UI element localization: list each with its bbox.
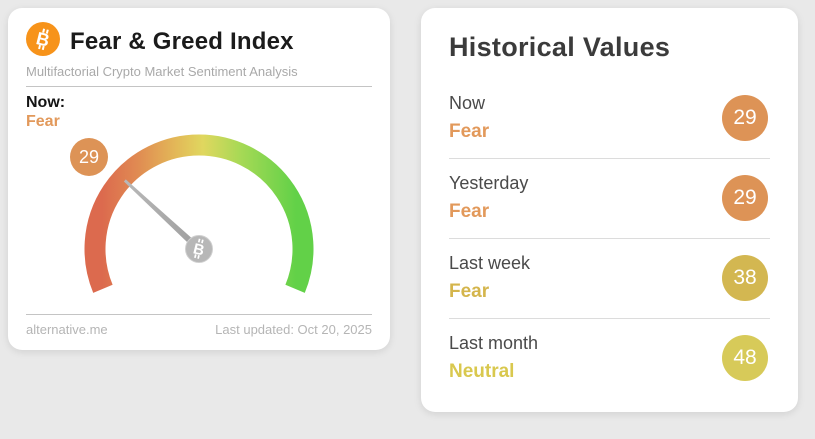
historical-values-card: Historical Values Now Fear 29 Yesterday … <box>421 8 798 412</box>
history-value-badge: 38 <box>722 255 768 301</box>
gauge-card-subtitle: Multifactorial Crypto Market Sentiment A… <box>26 64 298 79</box>
history-row-label: Last week <box>449 253 531 273</box>
history-row-label: Now <box>449 93 486 113</box>
row-divider <box>449 238 770 239</box>
history-row-label: Yesterday <box>449 173 529 193</box>
history-row-last-week: Last week Fear 38 <box>449 239 770 318</box>
history-row-last-month: Last month Neutral 48 <box>449 319 770 398</box>
gauge: B 29 <box>26 133 372 307</box>
header-divider <box>26 86 372 87</box>
gauge-arc <box>84 134 314 293</box>
gauge-hub-bitcoin-icon: B <box>185 235 213 263</box>
historical-values-title: Historical Values <box>449 32 671 62</box>
last-updated-text: Last updated: Oct 20, 2025 <box>215 322 372 337</box>
footer-divider <box>26 314 372 315</box>
history-value-badge: 29 <box>722 175 768 221</box>
source-link: alternative.me <box>26 322 108 337</box>
gauge-chart: B <box>84 134 314 293</box>
history-value-badge: 29 <box>722 95 768 141</box>
historical-values-list: Now Fear 29 Yesterday Fear 29 Last week … <box>449 79 770 398</box>
history-row-classification: Neutral <box>449 361 515 382</box>
history-value-badge: 48 <box>722 335 768 381</box>
gauge-card-header: B Fear & Greed Index <box>26 22 372 61</box>
gauge-card-title: Fear & Greed Index <box>70 27 294 55</box>
gauge-value-badge: 29 <box>70 138 108 176</box>
now-label: Now: <box>26 94 66 111</box>
row-divider <box>449 318 770 319</box>
bitcoin-icon: B <box>26 22 60 61</box>
history-row-classification: Fear <box>449 201 490 222</box>
history-row-yesterday: Yesterday Fear 29 <box>449 159 770 238</box>
history-row-classification: Fear <box>449 121 490 142</box>
history-row-label: Last month <box>449 333 539 353</box>
fear-greed-gauge-card: B Fear & Greed Index Multifactorial Cryp… <box>8 8 390 350</box>
now-classification: Fear <box>26 113 60 130</box>
gauge-needle <box>123 179 203 253</box>
history-row-classification: Fear <box>449 281 490 302</box>
history-row-now: Now Fear 29 <box>449 79 770 158</box>
gauge-card-footer: alternative.me Last updated: Oct 20, 202… <box>26 322 372 337</box>
svg-text:B: B <box>34 28 51 51</box>
row-divider <box>449 158 770 159</box>
